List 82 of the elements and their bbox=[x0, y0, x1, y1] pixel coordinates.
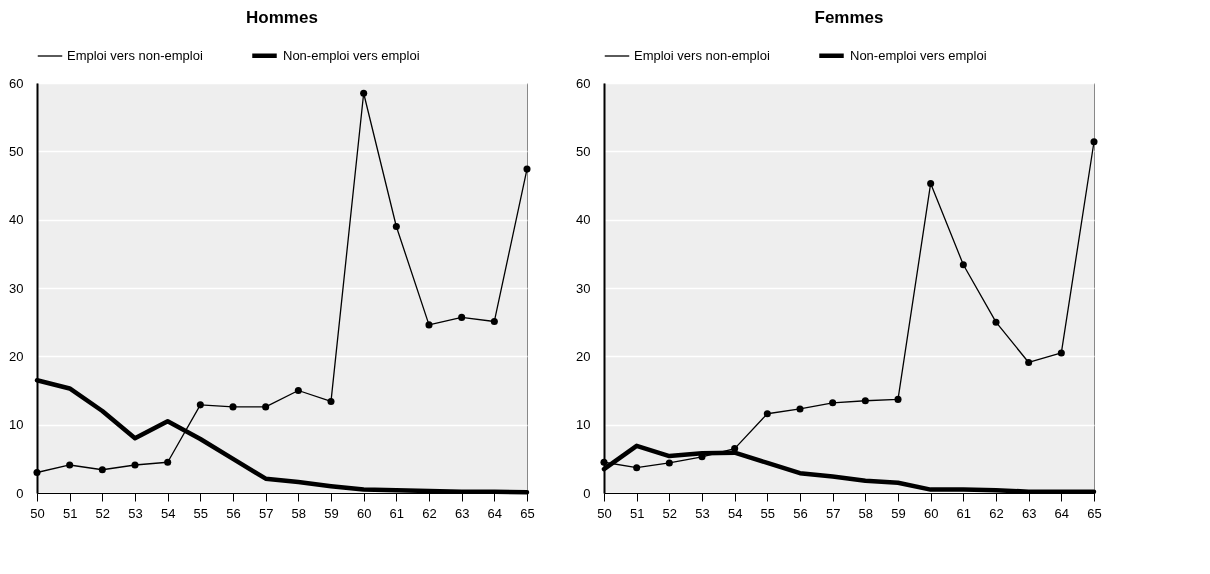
y-tick-label: 10 bbox=[576, 417, 591, 433]
y-tick-label: 30 bbox=[9, 280, 24, 296]
x-tick-label: 55 bbox=[760, 505, 776, 521]
point bbox=[1057, 349, 1065, 357]
point bbox=[763, 410, 771, 418]
x-tick-label: 63 bbox=[1021, 505, 1037, 521]
x-tick-label: 55 bbox=[193, 505, 209, 521]
point bbox=[294, 386, 302, 395]
point bbox=[425, 321, 433, 329]
y-tick-label: 40 bbox=[576, 212, 591, 228]
y-tick-label: 0 bbox=[583, 485, 591, 501]
point bbox=[894, 395, 902, 403]
point bbox=[229, 403, 237, 411]
x-tick-label: 52 bbox=[95, 505, 111, 521]
point bbox=[131, 461, 139, 469]
y-tick-label: 30 bbox=[576, 280, 591, 296]
y-tick-label: 60 bbox=[576, 75, 591, 91]
legend-label: Non-emploi vers emploi bbox=[283, 47, 420, 63]
x-tick-label: 50 bbox=[30, 505, 45, 521]
x-tick-label: 56 bbox=[793, 505, 808, 521]
y-tick-label: 50 bbox=[576, 143, 591, 159]
x-tick-label: 52 bbox=[662, 505, 678, 521]
point bbox=[164, 458, 172, 466]
point bbox=[196, 401, 204, 409]
y-tick-label: 20 bbox=[576, 348, 591, 364]
chart-title: Femmes bbox=[814, 8, 884, 27]
x-tick-label: 61 bbox=[389, 505, 405, 521]
x-tick-label: 50 bbox=[597, 505, 612, 521]
point bbox=[600, 458, 608, 466]
x-tick-label: 57 bbox=[825, 505, 841, 521]
x-tick-label: 62 bbox=[422, 505, 437, 521]
point bbox=[66, 461, 74, 469]
x-tick-label: 53 bbox=[695, 505, 710, 521]
chart-title: Hommes bbox=[246, 8, 318, 27]
legend-label: Non-emploi vers emploi bbox=[850, 47, 987, 63]
point bbox=[98, 466, 106, 474]
y-tick-label: 60 bbox=[9, 75, 24, 91]
point bbox=[665, 459, 673, 467]
point bbox=[992, 318, 1000, 326]
point bbox=[327, 397, 335, 405]
y-tick-label: 20 bbox=[9, 348, 24, 364]
point bbox=[829, 399, 837, 407]
y-tick-label: 50 bbox=[9, 143, 24, 159]
legend-label: Emploi vers non-emploi bbox=[634, 48, 770, 63]
x-tick-label: 59 bbox=[891, 505, 906, 521]
x-tick-label: 51 bbox=[629, 505, 645, 521]
x-tick-label: 64 bbox=[1054, 505, 1070, 521]
x-tick-label: 59 bbox=[324, 505, 339, 521]
x-tick-label: 60 bbox=[923, 505, 939, 521]
point bbox=[360, 89, 368, 97]
y-tick-label: 0 bbox=[16, 485, 24, 501]
point bbox=[458, 313, 466, 321]
point bbox=[861, 397, 869, 405]
x-tick-label: 63 bbox=[454, 505, 470, 521]
x-tick-label: 58 bbox=[858, 505, 874, 521]
point bbox=[633, 464, 641, 472]
x-tick-label: 51 bbox=[62, 505, 78, 521]
point bbox=[796, 405, 804, 413]
x-tick-label: 58 bbox=[291, 505, 307, 521]
x-tick-label: 65 bbox=[520, 505, 535, 521]
point bbox=[959, 261, 967, 269]
x-tick-label: 64 bbox=[487, 505, 503, 521]
x-tick-label: 57 bbox=[258, 505, 274, 521]
point bbox=[1090, 138, 1098, 146]
point bbox=[262, 403, 270, 411]
y-tick-label: 10 bbox=[9, 417, 24, 433]
x-tick-label: 61 bbox=[956, 505, 972, 521]
x-tick-label: 56 bbox=[226, 505, 241, 521]
point bbox=[1025, 358, 1033, 367]
point bbox=[392, 222, 400, 231]
x-tick-label: 60 bbox=[356, 505, 372, 521]
x-tick-label: 62 bbox=[989, 505, 1004, 521]
x-tick-label: 53 bbox=[128, 505, 143, 521]
x-tick-label: 65 bbox=[1087, 505, 1102, 521]
y-tick-label: 40 bbox=[9, 212, 24, 228]
point bbox=[523, 165, 531, 173]
legend-label: Emploi vers non-emploi bbox=[67, 48, 203, 63]
point bbox=[927, 179, 935, 187]
point bbox=[490, 317, 498, 326]
x-tick-label: 54 bbox=[727, 505, 743, 521]
x-tick-label: 54 bbox=[160, 505, 176, 521]
point bbox=[33, 468, 41, 477]
